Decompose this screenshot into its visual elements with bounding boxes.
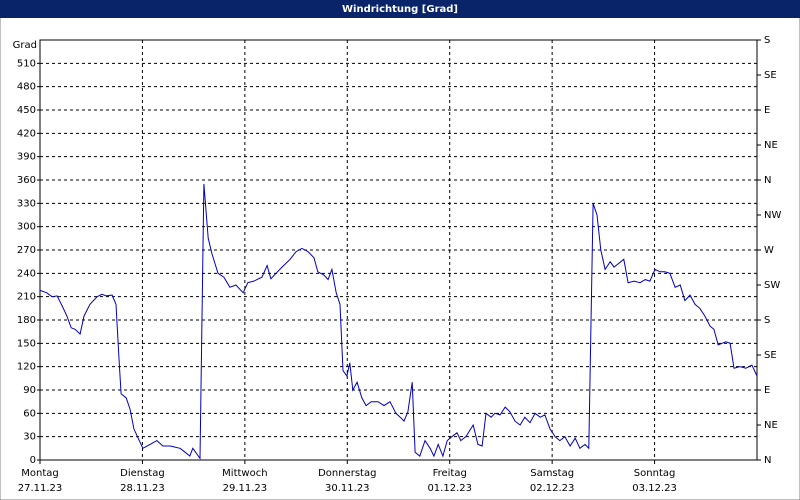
y-tick-label: 30 <box>23 432 36 443</box>
y-tick-label: 150 <box>17 338 36 349</box>
data-line <box>39 183 758 460</box>
x-tick-date: 27.11.23 <box>18 483 63 494</box>
x-tick-label: Donnerstag <box>318 468 376 479</box>
x-tick-label: Montag <box>21 468 58 479</box>
y-tick-label: 510 <box>17 58 36 69</box>
y-tick-label: 210 <box>17 292 36 303</box>
x-tick-date: 02.12.23 <box>530 483 575 494</box>
x-tick-label: Samstag <box>530 468 574 479</box>
y2-tick-label: N <box>764 175 771 186</box>
y2-tick-label: SW <box>764 280 780 291</box>
y-tick-label: 180 <box>17 315 36 326</box>
y-axis-label: Grad <box>13 40 37 51</box>
y2-tick-label: NE <box>764 420 778 431</box>
y-tick-label: 120 <box>17 362 36 373</box>
x-tick-date: 01.12.23 <box>427 483 472 494</box>
plot-frame <box>39 39 758 461</box>
x-tick-label: Mittwoch <box>222 468 267 479</box>
y-tick-label: 330 <box>17 198 36 209</box>
x-tick-date: 30.11.23 <box>325 483 370 494</box>
y-tick-label: 300 <box>17 222 36 233</box>
x-tick-label: Sonntag <box>634 468 676 479</box>
x-tick-date: 03.12.23 <box>632 483 677 494</box>
y-tick-label: 360 <box>17 175 36 186</box>
y-tick-label: 240 <box>17 268 36 279</box>
y2-tick-label: NW <box>764 210 781 221</box>
x-tick-date: 28.11.23 <box>120 483 165 494</box>
y2-tick-label: W <box>764 245 774 256</box>
y2-tick-label: SE <box>764 70 777 81</box>
y-tick-label: 270 <box>17 245 36 256</box>
y2-tick-label: S <box>764 315 770 326</box>
chart-title: Windrichtung [Grad] <box>342 4 458 15</box>
plot-area <box>40 40 757 460</box>
y-tick-label: 450 <box>17 105 36 116</box>
y-tick-label: 420 <box>17 128 36 139</box>
y2-tick-label: N <box>764 455 771 466</box>
y2-tick-label: E <box>764 105 770 116</box>
y2-tick-label: E <box>764 385 770 396</box>
x-tick-label: Freitag <box>433 468 467 479</box>
y2-tick-label: NE <box>764 140 778 151</box>
y-tick-label: 480 <box>17 82 36 93</box>
y2-tick-label: S <box>764 35 770 46</box>
y2-tick-label: SE <box>764 350 777 361</box>
x-tick-date: 29.11.23 <box>223 483 268 494</box>
x-tick-label: Dienstag <box>120 468 165 479</box>
y-tick-label: 90 <box>23 385 36 396</box>
title-bar <box>0 0 800 18</box>
y-tick-label: 390 <box>17 152 36 163</box>
y-tick-label: 0 <box>30 455 36 466</box>
y-tick-label: 60 <box>23 408 36 419</box>
